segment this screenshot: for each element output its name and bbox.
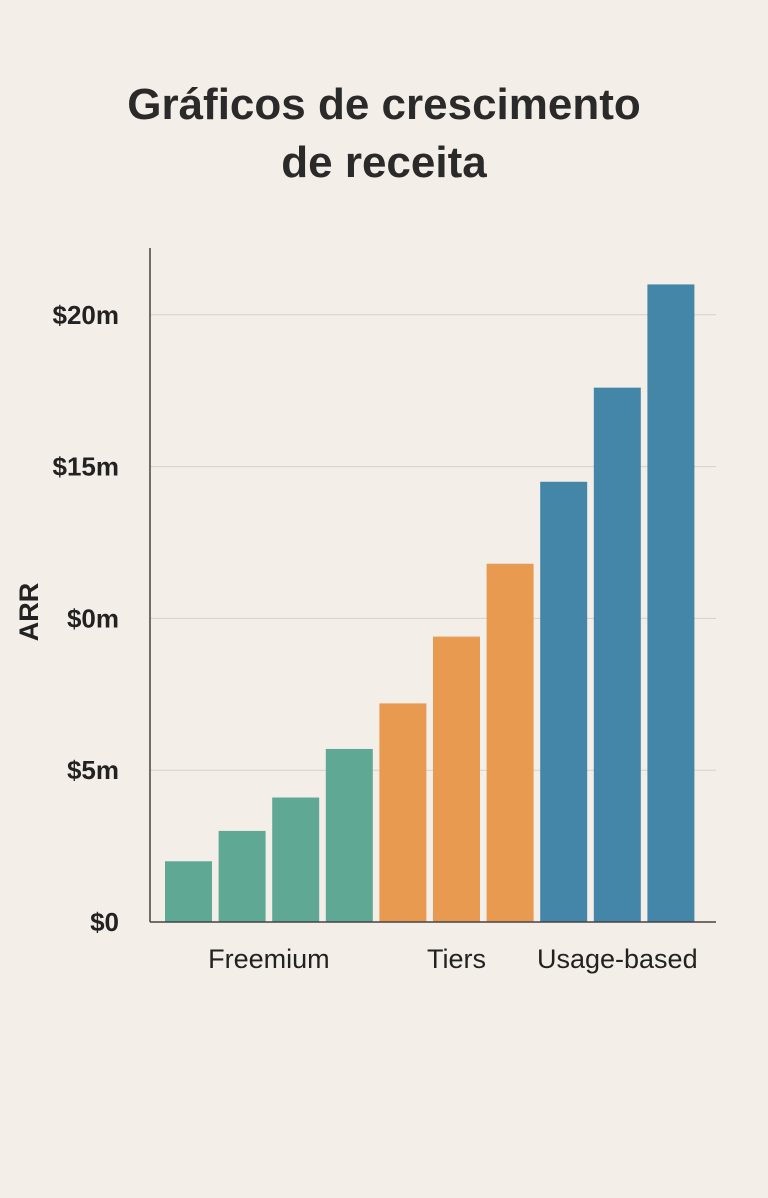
bar-freemium-2 [218, 830, 266, 922]
y-tick-label-2: $0m [67, 603, 119, 633]
bar-freemium-1 [165, 861, 212, 922]
bar-usage-based-3 [647, 284, 695, 922]
group-label-0: Freemium [208, 944, 330, 974]
bars [165, 284, 695, 922]
y-tick-labels: $0 $5m $0m $15m $20m [53, 300, 120, 937]
group-label-2: Usage-based [537, 944, 698, 974]
chart-title: Gráficos de crescimento de receita [0, 76, 768, 192]
bar-tiers-3 [486, 563, 534, 922]
y-tick-label-0: $0 [90, 907, 119, 937]
chart-title-line-1: Gráficos de crescimento [127, 80, 641, 129]
bar-freemium-4 [325, 748, 373, 922]
y-tick-label-4: $20m [53, 300, 120, 330]
y-axis-title: ARR [14, 583, 44, 642]
bar-freemium-3 [272, 797, 320, 922]
y-tick-label-1: $5m [67, 755, 119, 785]
bar-usage-based-1 [540, 481, 588, 922]
bar-tiers-1 [379, 703, 427, 922]
bar-tiers-2 [433, 636, 480, 922]
chart-title-line-2: de receita [281, 138, 487, 187]
x-group-labels: Freemium Tiers Usage-based [208, 944, 697, 974]
y-tick-label-3: $15m [53, 452, 120, 482]
axes [149, 248, 716, 923]
bar-usage-based-2 [593, 387, 641, 922]
group-label-1: Tiers [427, 944, 486, 974]
